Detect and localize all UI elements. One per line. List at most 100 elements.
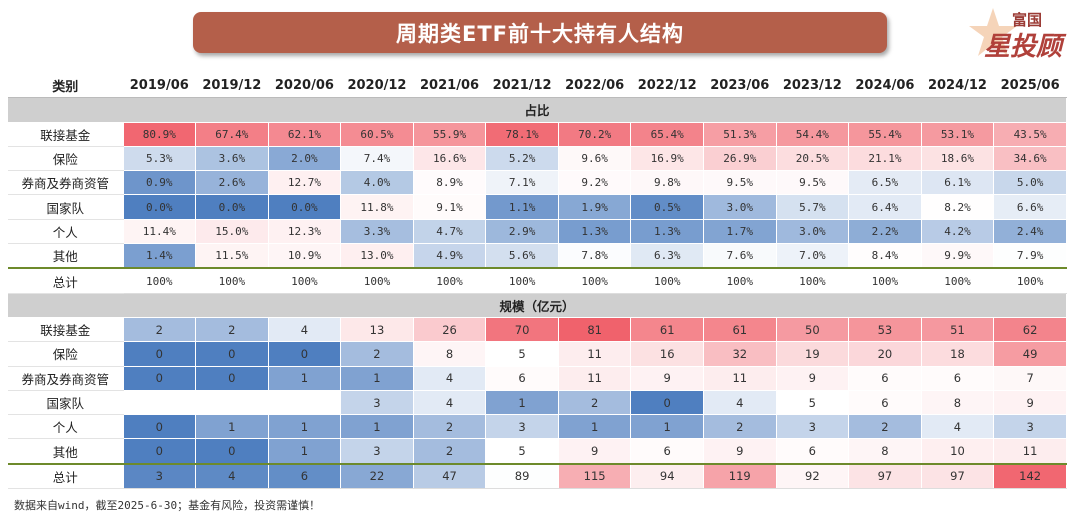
table-cell: 4.0% xyxy=(340,170,414,196)
row-label: 联接基金 xyxy=(8,122,124,147)
table-cell: 1 xyxy=(195,414,269,440)
table-cell: 15.0% xyxy=(195,219,269,245)
table-cell: 26.9% xyxy=(703,146,777,172)
table-cell: 3 xyxy=(123,463,197,490)
table-cell: 1.1% xyxy=(485,194,559,220)
table-row: 国家队 0.0% 0.0% 0.0% 11.8% 9.1% 1.1% 1.9% 0.5% 3.0%… xyxy=(8,194,1067,220)
table-cell: 11.4% xyxy=(123,219,197,245)
column-header: 2023/12 xyxy=(776,74,850,99)
section-header-row: 占比 xyxy=(8,97,1067,123)
table-cell: 7.9% xyxy=(993,243,1067,269)
footer-note: 数据来自wind，截至2025-6-30；基金有风险，投资需谨慎！ xyxy=(14,499,321,512)
table-cell: 6.3% xyxy=(630,243,704,269)
table-cell: 100% xyxy=(848,268,922,294)
table-cell: 11.8% xyxy=(340,194,414,220)
table-cell: 2 xyxy=(123,317,197,343)
table-cell: 49 xyxy=(993,341,1067,367)
table-cell: 115 xyxy=(558,463,632,490)
table-cell: 13.0% xyxy=(340,243,414,269)
table-cell: 26 xyxy=(413,317,487,343)
table-cell: 1 xyxy=(630,414,704,440)
row-label: 券商及券商资管 xyxy=(8,170,124,196)
table-cell: 4.2% xyxy=(921,219,995,245)
table-cell: 0 xyxy=(123,366,197,391)
table-cell: 8.4% xyxy=(848,243,922,269)
table-cell: 6 xyxy=(630,438,704,465)
table-cell: 11 xyxy=(703,366,777,391)
table-cell: 0.0% xyxy=(268,194,342,220)
table-cell: 2 xyxy=(413,414,487,440)
table-cell: 16 xyxy=(630,341,704,367)
table-cell: 7.1% xyxy=(485,170,559,196)
table-cell: 9 xyxy=(776,366,850,391)
table-row: 个人 0 1 1 1 2 3 1 1 2 3 2 4 3 xyxy=(8,414,1067,440)
table-cell: 1.3% xyxy=(558,219,632,245)
table-cell: 7.0% xyxy=(776,243,850,269)
table-cell: 1 xyxy=(268,414,342,440)
table-cell: 0 xyxy=(195,438,269,465)
table-cell: 4 xyxy=(413,366,487,391)
table-cell: 89 xyxy=(485,463,559,490)
table-cell: 8 xyxy=(848,438,922,465)
table-cell: 34.6% xyxy=(993,146,1067,172)
table-cell: 10.9% xyxy=(268,243,342,269)
table-cell: 16.9% xyxy=(630,146,704,172)
table-cell: 11.5% xyxy=(195,243,269,269)
table-cell: 11 xyxy=(993,438,1067,465)
table-cell: 4 xyxy=(921,414,995,440)
column-header: 2022/06 xyxy=(558,74,632,99)
column-header: 2024/12 xyxy=(921,74,995,99)
table-cell: 51 xyxy=(921,317,995,343)
table-cell: 22 xyxy=(340,463,414,490)
table-row: 保险 5.3% 3.6% 2.0% 7.4% 16.6% 5.2% 9.6% 16.9% 26.9… xyxy=(8,146,1067,172)
table-cell: 9 xyxy=(993,390,1067,416)
table-cell: 9.9% xyxy=(921,243,995,269)
fuguo-logo: 富国 星投顾 xyxy=(968,4,1076,62)
table-cell: 1.3% xyxy=(630,219,704,245)
table-cell xyxy=(123,390,197,416)
table-cell: 9 xyxy=(558,438,632,465)
row-label: 国家队 xyxy=(8,390,124,416)
table-cell: 4 xyxy=(413,390,487,416)
table-cell: 13 xyxy=(340,317,414,343)
table-cell: 6 xyxy=(848,390,922,416)
table-cell: 3 xyxy=(340,438,414,465)
column-header: 2021/06 xyxy=(413,74,487,99)
row-label: 保险 xyxy=(8,341,124,367)
table-cell: 3.6% xyxy=(195,146,269,172)
table-cell: 5.7% xyxy=(776,194,850,220)
table-cell: 16.6% xyxy=(413,146,487,172)
table-cell: 6.1% xyxy=(921,170,995,196)
table-cell: 62 xyxy=(993,317,1067,343)
section-label: 占比 xyxy=(8,97,1067,123)
table-cell: 5.2% xyxy=(485,146,559,172)
table-cell: 7 xyxy=(993,366,1067,391)
table-cell: 2.9% xyxy=(485,219,559,245)
table-cell: 11 xyxy=(558,341,632,367)
column-header: 2021/12 xyxy=(485,74,559,99)
table-cell: 119 xyxy=(703,463,777,490)
table-cell: 2 xyxy=(848,414,922,440)
table-cell: 3 xyxy=(485,414,559,440)
chart-title: 周期类ETF前十大持有人结构 xyxy=(193,12,887,53)
column-header: 2020/12 xyxy=(340,74,414,99)
table-cell xyxy=(195,390,269,416)
table-cell: 100% xyxy=(340,268,414,294)
table-cell: 2 xyxy=(340,341,414,367)
table-cell: 65.4% xyxy=(630,122,704,147)
table-cell: 62.1% xyxy=(268,122,342,147)
table-cell: 1 xyxy=(268,438,342,465)
total-row: 总计 100% 100% 100% 100% 100% 100% 100% 100% 100% 10… xyxy=(8,268,1067,294)
table-row: 保险 0 0 0 2 8 5 11 16 32 19 20 18 49 xyxy=(8,341,1067,367)
table-cell: 4.7% xyxy=(413,219,487,245)
table-cell: 3 xyxy=(776,414,850,440)
row-label: 其他 xyxy=(8,438,124,465)
logo-line2: 星投顾 xyxy=(984,32,1063,62)
table-cell: 3.0% xyxy=(776,219,850,245)
table-cell: 4 xyxy=(195,463,269,490)
table-row: 券商及券商资管 0.9% 2.6% 12.7% 4.0% 8.9% 7.1% 9.2% 9.8%… xyxy=(8,170,1067,196)
star-icon xyxy=(969,8,1017,56)
table-cell: 67.4% xyxy=(195,122,269,147)
table-cell: 0 xyxy=(123,341,197,367)
table-cell: 54.4% xyxy=(776,122,850,147)
